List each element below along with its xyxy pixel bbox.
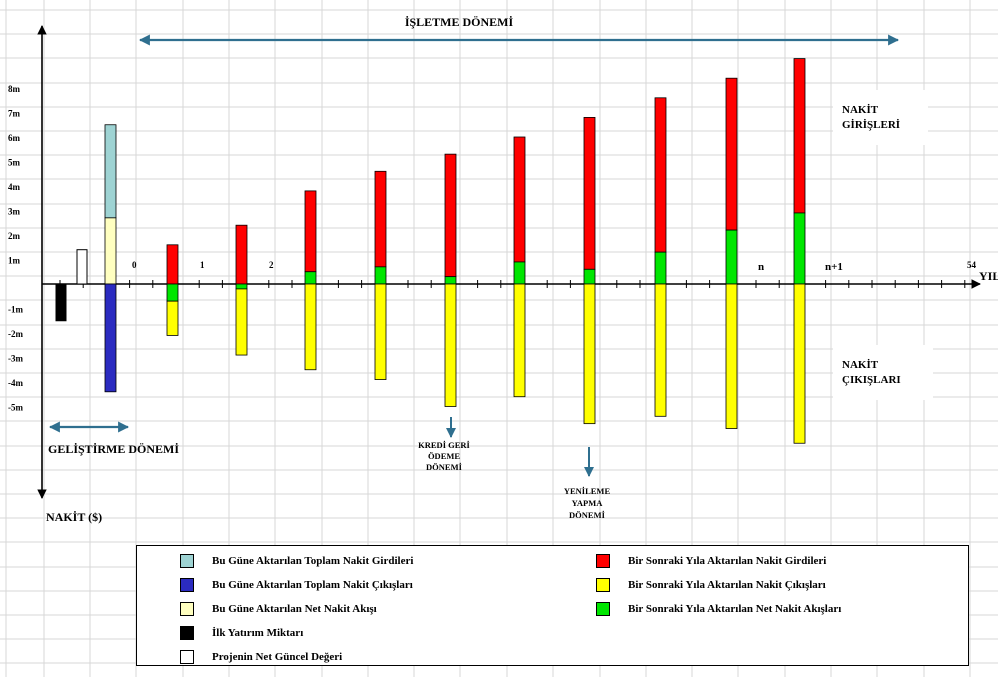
legend-item: Bir Sonraki Yıla Aktarılan Nakit Girdile… — [596, 551, 826, 571]
outflow-bar — [166, 300, 179, 336]
pv-outflows-bar — [104, 283, 117, 393]
outflow-bar — [583, 283, 596, 425]
x-tick-label: 54 — [967, 260, 977, 270]
inflow-bar — [444, 153, 457, 278]
outflow-bar — [793, 283, 806, 444]
legend-label: Projenin Net Güncel Değeri — [212, 651, 343, 663]
y-tick-label: 1m — [8, 256, 21, 266]
legend-label: Bu Güne Aktarılan Toplam Nakit Girdileri — [212, 555, 414, 567]
net-bar — [793, 212, 806, 285]
outflow-bar — [654, 283, 667, 417]
x-tick-label: n — [758, 261, 764, 273]
inflow-bar — [793, 58, 806, 214]
legend-label: Bir Sonraki Yıla Aktarılan Net Nakit Akı… — [628, 603, 842, 615]
net-bar — [374, 266, 387, 285]
inflow-bar — [166, 244, 179, 285]
inflow-bar — [725, 77, 738, 231]
y-tick-label: 4m — [8, 182, 21, 192]
legend-swatch — [596, 578, 610, 592]
y-tick-label: 3m — [8, 207, 21, 217]
outflows-label: NAKİT — [842, 359, 879, 371]
y-tick-label: -3m — [8, 354, 23, 364]
loan-repayment-label: KREDİ GERİ — [418, 440, 470, 450]
outflow-bar — [235, 288, 248, 356]
legend-item: Bu Güne Aktarılan Net Nakit Akışı — [180, 599, 377, 619]
x-tick-label: 2 — [269, 260, 274, 270]
inflow-bar — [304, 190, 317, 273]
y-tick-label: 2m — [8, 231, 21, 241]
outflow-bar — [304, 283, 317, 371]
x-tick-label: n+1 — [825, 261, 843, 273]
legend-label: Bir Sonraki Yıla Aktarılan Nakit Çıkışla… — [628, 579, 826, 591]
y-tick-label: 8m — [8, 84, 21, 94]
legend-label: Bu Güne Aktarılan Toplam Nakit Çıkışları — [212, 579, 413, 591]
inflow-bar — [513, 136, 526, 263]
outflow-bar — [374, 283, 387, 380]
net-bar — [304, 271, 317, 285]
pv-net-bar — [104, 217, 117, 285]
net-bar — [654, 251, 667, 285]
x-tick-label: 1 — [200, 260, 205, 270]
operating-period-label: İŞLETME DÖNEMİ — [405, 15, 514, 29]
legend: Bu Güne Aktarılan Toplam Nakit Girdileri… — [136, 545, 969, 666]
net-bar — [235, 283, 248, 290]
legend-item: İlk Yatırım Miktarı — [180, 623, 303, 643]
legend-label: İlk Yatırım Miktarı — [212, 627, 304, 639]
npv-bar — [76, 249, 88, 285]
inflows-label-box — [833, 90, 928, 145]
x-tick-label: 0 — [132, 260, 137, 270]
loan-repayment-label: ÖDEME — [428, 451, 460, 461]
legend-swatch — [596, 554, 610, 568]
net-bar — [583, 268, 596, 285]
outflow-bar — [444, 283, 457, 407]
inflow-bar — [654, 97, 667, 253]
development-period-label: GELİŞTİRME DÖNEMİ — [48, 442, 179, 456]
y-tick-label: 5m — [8, 158, 21, 168]
legend-item: Projenin Net Güncel Değeri — [180, 647, 342, 667]
y-tick-label: 6m — [8, 133, 21, 143]
legend-label: Bu Güne Aktarılan Net Nakit Akışı — [212, 603, 377, 615]
legend-swatch — [180, 602, 194, 616]
inflow-bar — [235, 224, 248, 285]
net-bar — [725, 229, 738, 285]
inflows-label: GİRİŞLERİ — [842, 119, 900, 131]
outflow-bar — [725, 283, 738, 429]
x-axis-label: YIL — [979, 269, 998, 283]
net-bar — [166, 283, 179, 302]
legend-item: Bu Güne Aktarılan Toplam Nakit Çıkışları — [180, 575, 413, 595]
legend-swatch — [180, 650, 194, 664]
outflows-label: ÇIKIŞLARI — [842, 374, 901, 386]
y-tick-label: -5m — [8, 403, 23, 413]
legend-label: Bir Sonraki Yıla Aktarılan Nakit Girdile… — [628, 555, 827, 567]
y-tick-label: -1m — [8, 305, 23, 315]
net-bar — [444, 276, 457, 285]
y-tick-label: -2m — [8, 329, 23, 339]
legend-item: Bir Sonraki Yıla Aktarılan Net Nakit Akı… — [596, 599, 841, 619]
outflow-bar — [513, 283, 526, 398]
y-tick-label: 7m — [8, 109, 21, 119]
renewal-label: YENİLEME — [564, 486, 611, 496]
loan-repayment-label: DÖNEMİ — [426, 462, 463, 472]
legend-swatch — [180, 554, 194, 568]
initial-investment-bar — [55, 283, 67, 322]
legend-swatch — [180, 626, 194, 640]
legend-item: Bir Sonraki Yıla Aktarılan Nakit Çıkışla… — [596, 575, 826, 595]
net-bar — [513, 261, 526, 285]
legend-swatch — [596, 602, 610, 616]
inflow-bar — [374, 170, 387, 268]
legend-swatch — [180, 578, 194, 592]
inflow-bar — [583, 117, 596, 270]
renewal-label: DÖNEMİ — [569, 510, 606, 520]
y-tick-label: -4m — [8, 378, 23, 388]
legend-item: Bu Güne Aktarılan Toplam Nakit Girdileri — [180, 551, 413, 571]
pv-inflows-bar — [104, 124, 117, 219]
outflows-label-box — [833, 345, 933, 400]
renewal-label: YAPMA — [572, 498, 604, 508]
y-axis-label: NAKİT ($) — [46, 510, 102, 524]
inflows-label: NAKİT — [842, 104, 879, 116]
